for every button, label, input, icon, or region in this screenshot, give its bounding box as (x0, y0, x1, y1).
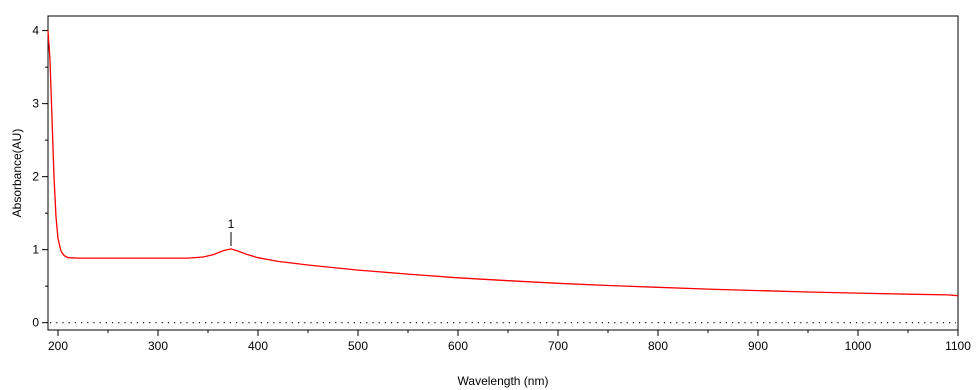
y-axis-ticks: 0 1 2 3 4 (32, 24, 48, 330)
x-tick-label: 500 (348, 339, 368, 353)
y-tick-label: 3 (32, 97, 39, 111)
x-tick-label: 1000 (845, 339, 872, 353)
y-tick-label: 1 (32, 243, 39, 257)
x-tick-label: 400 (248, 339, 268, 353)
y-axis-label: Absorbance(AU) (10, 129, 24, 218)
x-tick-label: 800 (648, 339, 668, 353)
y-tick-label: 4 (32, 24, 39, 38)
x-tick-label: 200 (48, 339, 68, 353)
x-tick-label: 700 (548, 339, 568, 353)
series-line (47, 30, 959, 297)
x-tick-label: 1100 (945, 339, 971, 353)
y-tick-label: 0 (32, 316, 39, 330)
x-axis-label: Wavelength (nm) (458, 374, 549, 388)
x-tick-label: 600 (448, 339, 468, 353)
y-tick-label: 2 (32, 170, 39, 184)
x-tick-label: 300 (148, 339, 168, 353)
x-axis-ticks: 200 300 400 500 600 700 800 900 1000 1100 (48, 330, 971, 353)
peak-annotations: 1 (228, 217, 235, 246)
peak-label: 1 (228, 217, 235, 231)
plot-frame (47, 15, 959, 331)
x-tick-label: 900 (748, 339, 768, 353)
